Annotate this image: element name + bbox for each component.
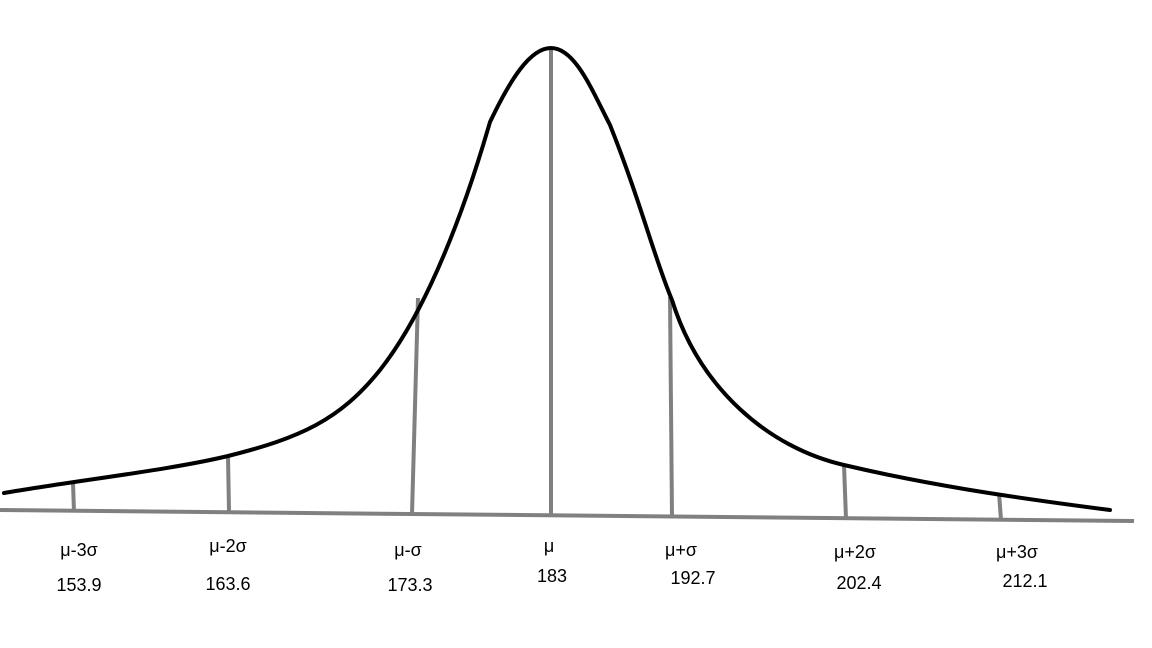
marker-line-mu-plus-sigma: [668, 296, 674, 518]
value-mu-plus-2sigma: 202.4: [836, 573, 881, 593]
label-mu: μ: [544, 536, 554, 556]
marker-line-mu-minus-2sigma: [226, 455, 231, 513]
marker-line-mu-minus-3sigma: [71, 482, 76, 513]
value-mu-plus-3sigma: 212.1: [1002, 571, 1047, 591]
value-mu-minus-3sigma: 153.9: [56, 575, 101, 595]
label-mu-minus-sigma: μ-σ: [394, 540, 421, 560]
label-mu-plus-2sigma: μ+2σ: [834, 542, 876, 562]
value-mu-minus-sigma: 173.3: [387, 575, 432, 595]
marker-line-mu-plus-2sigma: [842, 464, 848, 520]
label-mu-minus-2sigma: μ-2σ: [209, 536, 247, 556]
value-mu: 183: [537, 566, 567, 586]
label-mu-plus-3sigma: μ+3σ: [996, 542, 1038, 562]
marker-line-mu-minus-sigma: [410, 297, 420, 515]
value-mu-plus-sigma: 192.7: [670, 568, 715, 588]
label-mu-minus-3sigma: μ-3σ: [60, 540, 98, 560]
x-axis-line: [0, 508, 1135, 523]
bell-curve: [2, 46, 1112, 512]
value-mu-minus-2sigma: 163.6: [205, 574, 250, 594]
label-mu-plus-sigma: μ+σ: [665, 540, 697, 560]
marker-line-mu-plus-3sigma: [997, 492, 1003, 521]
